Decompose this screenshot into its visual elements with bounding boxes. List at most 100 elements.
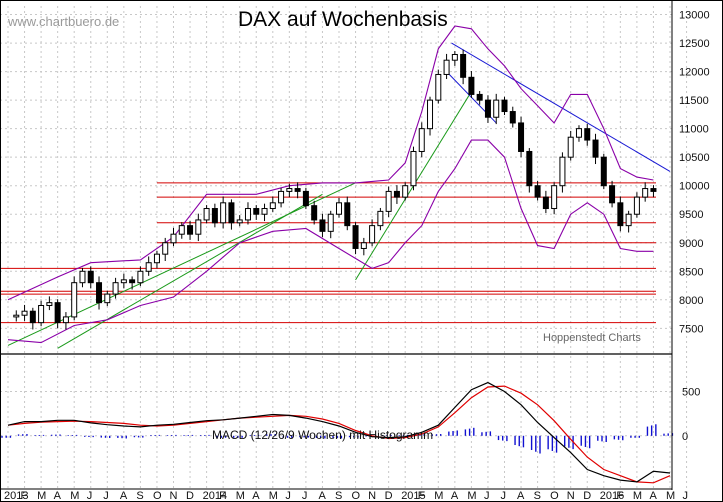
price-tick-label: 12000 xyxy=(679,67,710,79)
price-candle xyxy=(650,188,657,192)
time-tick-label: S xyxy=(136,490,143,502)
price-candle xyxy=(21,310,28,316)
time-tick-label: A xyxy=(54,490,62,502)
price-candle xyxy=(54,302,61,324)
price-candle xyxy=(278,190,285,204)
macd-tick-label: 500 xyxy=(682,386,700,398)
time-tick-label: A xyxy=(120,490,128,502)
macd-line xyxy=(7,381,671,483)
time-tick-label: M xyxy=(633,490,642,502)
time-tick-label: M xyxy=(467,490,476,502)
price-candle xyxy=(567,136,574,158)
chart-title: DAX auf Wochenbasis xyxy=(238,8,448,31)
price-candle xyxy=(369,225,376,244)
price-candle xyxy=(542,196,549,210)
price-candle xyxy=(203,208,210,221)
price-candle xyxy=(294,188,301,192)
price-candle xyxy=(642,188,649,198)
time-tick-label: J xyxy=(285,490,291,502)
price-candle xyxy=(253,208,260,215)
price-tick-label: 10500 xyxy=(679,152,710,164)
price-candle xyxy=(427,99,434,130)
price-candle xyxy=(633,196,640,215)
price-candle xyxy=(468,76,475,95)
price-tick-label: 11000 xyxy=(679,124,709,136)
trend-line xyxy=(451,42,671,172)
price-candle xyxy=(195,219,202,235)
time-tick-label: D xyxy=(583,490,591,502)
macd-panel xyxy=(1,381,674,484)
time-tick-label: O xyxy=(352,490,361,502)
price-candle xyxy=(609,185,616,204)
price-candle xyxy=(302,190,309,207)
time-tick-label: A xyxy=(252,490,260,502)
source-label: Hoppenstedt Charts xyxy=(543,332,641,344)
price-candle xyxy=(145,262,152,272)
price-candle xyxy=(575,128,582,138)
price-grid xyxy=(0,6,688,489)
price-candle xyxy=(418,128,425,152)
price-candle xyxy=(228,202,235,224)
time-tick-label: A xyxy=(318,490,326,502)
price-candle xyxy=(13,314,20,318)
time-tick-label: M xyxy=(434,490,443,502)
price-tick-label: 13000 xyxy=(679,10,710,22)
price-tick-label: 8500 xyxy=(679,266,703,278)
price-tick-label: 8000 xyxy=(679,295,703,307)
time-tick-label: A xyxy=(649,490,657,502)
price-candle xyxy=(534,185,541,198)
price-candle xyxy=(286,188,293,192)
price-candle xyxy=(220,202,227,224)
time-tick-label: 2014 xyxy=(203,490,227,502)
price-candle xyxy=(137,270,144,284)
trend-line xyxy=(57,193,323,349)
price-tick-label: 10000 xyxy=(679,181,710,193)
price-candle xyxy=(153,253,160,264)
price-candle xyxy=(38,305,45,324)
time-tick-label: M xyxy=(666,490,675,502)
price-candle xyxy=(360,242,367,249)
price-candle xyxy=(120,279,127,284)
price-candle xyxy=(493,99,500,118)
price-candle xyxy=(551,185,558,210)
price-candle xyxy=(71,282,78,318)
time-tick-label: J xyxy=(87,490,93,502)
price-candle xyxy=(402,185,409,198)
price-candle xyxy=(96,282,103,304)
macd-label: MACD (12/26/9 Wochen) mit Histogramm xyxy=(212,428,433,442)
price-candle xyxy=(46,302,53,307)
price-candle xyxy=(170,233,177,244)
price-candle xyxy=(385,190,392,212)
price-candle xyxy=(79,270,86,284)
price-tick-label: 9000 xyxy=(679,238,703,250)
price-tick-label: 9500 xyxy=(679,209,703,221)
price-candle xyxy=(410,150,417,187)
price-candle xyxy=(393,190,400,198)
price-candle xyxy=(336,202,342,215)
price-candle xyxy=(162,242,169,255)
price-candle xyxy=(443,59,450,75)
price-candle xyxy=(178,225,185,235)
price-candle xyxy=(29,310,36,324)
horizontal-support-lines xyxy=(0,182,656,324)
time-tick-label: O xyxy=(153,490,162,502)
price-candle xyxy=(509,111,516,124)
time-tick-label: N xyxy=(170,490,178,502)
price-tick-label: 12500 xyxy=(679,38,710,50)
price-candle xyxy=(476,93,483,101)
price-candle xyxy=(600,156,607,187)
time-tick-label: J xyxy=(484,490,490,502)
price-tick-label: 11500 xyxy=(679,95,709,107)
price-candle xyxy=(584,128,591,141)
price-candle xyxy=(377,210,384,227)
time-tick-label: D xyxy=(385,490,393,502)
time-tick-label: S xyxy=(335,490,342,502)
time-tick-label: N xyxy=(567,490,575,502)
price-candle xyxy=(352,225,359,249)
price-candle xyxy=(327,213,334,232)
price-candle xyxy=(236,219,243,224)
time-tick-label: M xyxy=(70,490,79,502)
time-tick-label: 2015 xyxy=(401,490,425,502)
time-tick-label: J xyxy=(683,490,689,502)
